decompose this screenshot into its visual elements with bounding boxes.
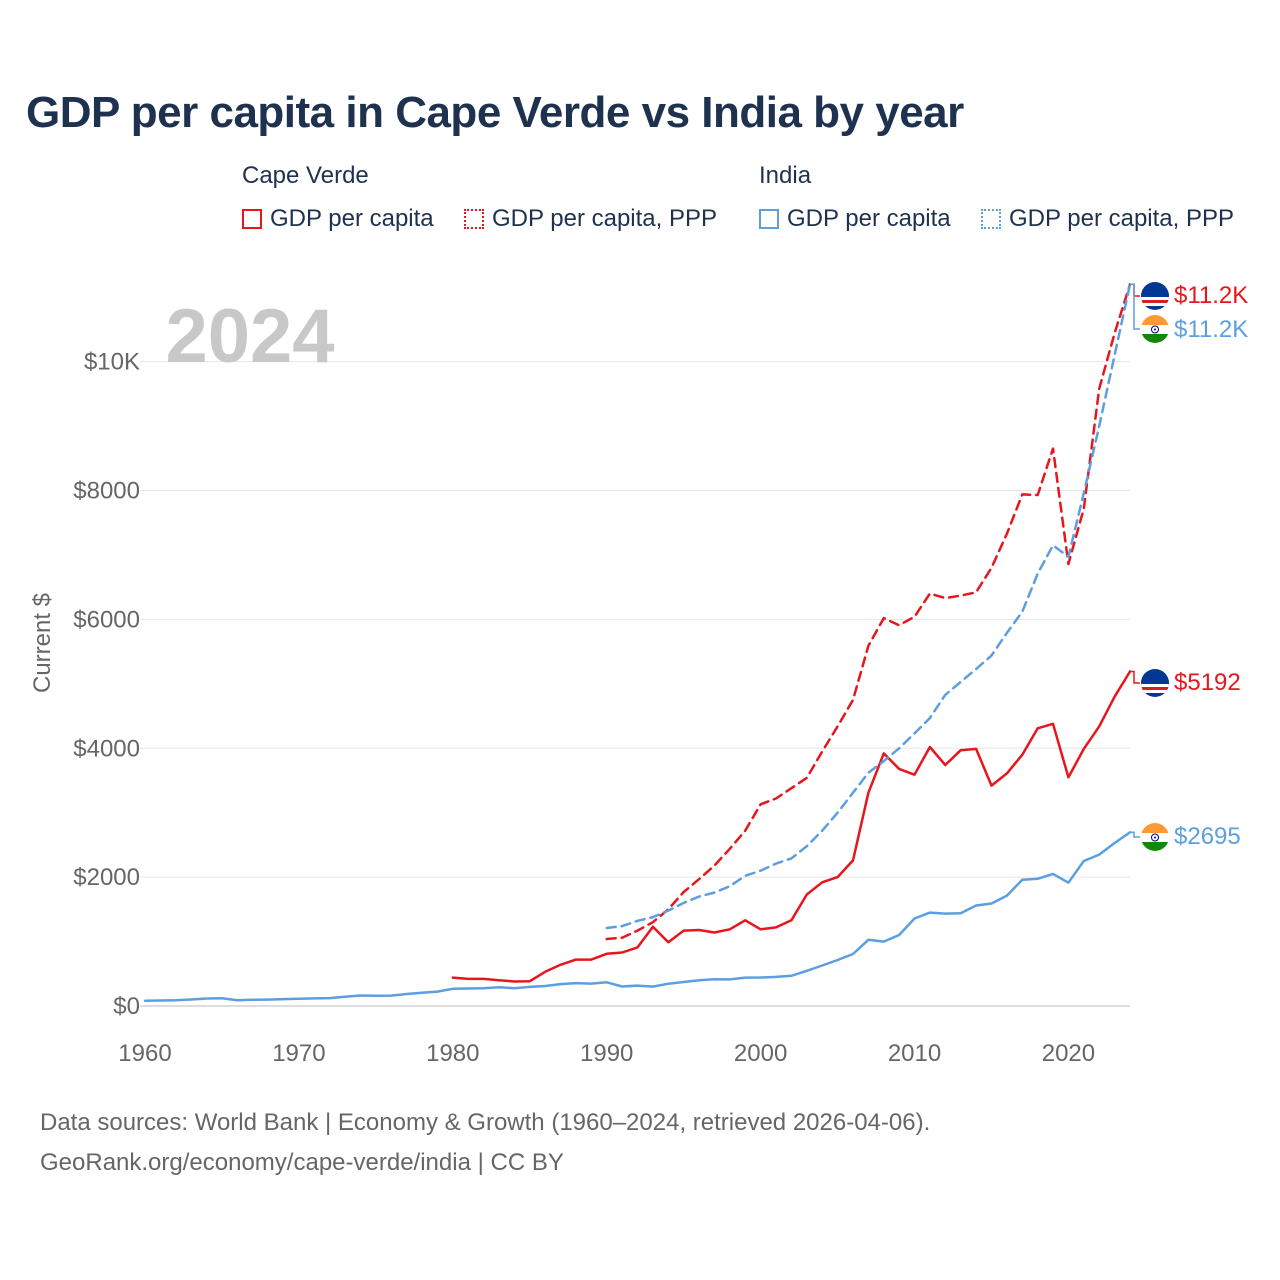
x-tick-label: 2020 <box>1042 1040 1095 1067</box>
end-label-cv-gdp: $5192 <box>1174 669 1241 696</box>
y-tick-label: $0 <box>113 993 140 1020</box>
series-lines <box>143 283 1132 1002</box>
y-tick-label: $6000 <box>73 606 140 633</box>
cape-verde-flag-icon <box>1141 282 1169 310</box>
x-tick-label: 1980 <box>426 1040 479 1067</box>
x-tick-label: 1990 <box>580 1040 633 1067</box>
legend-item-cape-verde-gdp[interactable]: GDP per capita <box>242 203 434 235</box>
y-tick-label: $2000 <box>73 864 140 891</box>
legend-item-india-ppp[interactable]: GDP per capita, PPP <box>981 203 1234 235</box>
india-flag-icon <box>1141 823 1169 851</box>
axes: $0 $2000 $4000 $6000 $8000 $10K 1960 1970 1980 19… <box>73 349 1095 1067</box>
y-tick-label: $8000 <box>73 478 140 505</box>
x-tick-label: 2000 <box>734 1040 787 1067</box>
legend-swatch-solid-blue <box>759 209 779 229</box>
connector-in-gdp <box>1130 831 1140 838</box>
end-label-cv-ppp: $11.2K <box>1174 282 1248 309</box>
connector-cv-gdp <box>1130 670 1140 684</box>
y-axis-label: Current $ <box>29 593 56 693</box>
india-flag-icon <box>1141 315 1169 343</box>
y-tick-label: $10K <box>84 349 140 376</box>
cape-verde-flag-icon <box>1141 669 1169 697</box>
connector-cv-ppp <box>1130 283 1140 297</box>
grid-lines <box>140 361 1130 1007</box>
connector-in-ppp <box>1130 283 1140 330</box>
legend-item-cape-verde-ppp[interactable]: GDP per capita, PPP <box>464 203 717 235</box>
x-tick-label: 2010 <box>888 1040 941 1067</box>
series-line-cape-verde-gdp-per-capita-ppp <box>605 283 1132 941</box>
footer-attribution[interactable]: GeoRank.org/economy/cape-verde/india | C… <box>40 1149 564 1176</box>
page-title: GDP per capita in Cape Verde vs India by… <box>26 88 964 137</box>
series-line-cape-verde-gdp-per-capita <box>451 670 1132 983</box>
legend-swatch-solid-red <box>242 209 262 229</box>
x-tick-label: 1970 <box>272 1040 325 1067</box>
footer-sources: Data sources: World Bank | Economy & Gro… <box>40 1109 931 1136</box>
legend-label: GDP per capita <box>787 205 951 232</box>
series-line-india-gdp-per-capita-ppp <box>605 283 1132 930</box>
line-chart: 2024 $0 $2000 $4000 $6000 $8000 $10K 1960 1970 1… <box>29 282 1248 1067</box>
legend-group-india: India <box>759 162 812 189</box>
end-label-in-ppp: $11.2K <box>1174 316 1248 343</box>
legend-label: GDP per capita, PPP <box>1009 205 1234 232</box>
legend-item-india-gdp[interactable]: GDP per capita <box>759 203 951 235</box>
end-markers: $11.2K $11.2K $5192 $2695 <box>1130 282 1248 851</box>
legend-swatch-dotted-blue <box>981 209 1001 229</box>
x-tick-label: 1960 <box>118 1040 171 1067</box>
y-tick-label: $4000 <box>73 735 140 762</box>
legend-group-cape-verde: Cape Verde <box>242 162 369 189</box>
year-watermark: 2024 <box>165 294 334 379</box>
end-label-in-gdp: $2695 <box>1174 823 1241 850</box>
legend-swatch-dotted-red <box>464 209 484 229</box>
legend-label: GDP per capita, PPP <box>492 205 717 232</box>
series-line-india-gdp-per-capita <box>143 831 1132 1002</box>
legend-label: GDP per capita <box>270 205 434 232</box>
